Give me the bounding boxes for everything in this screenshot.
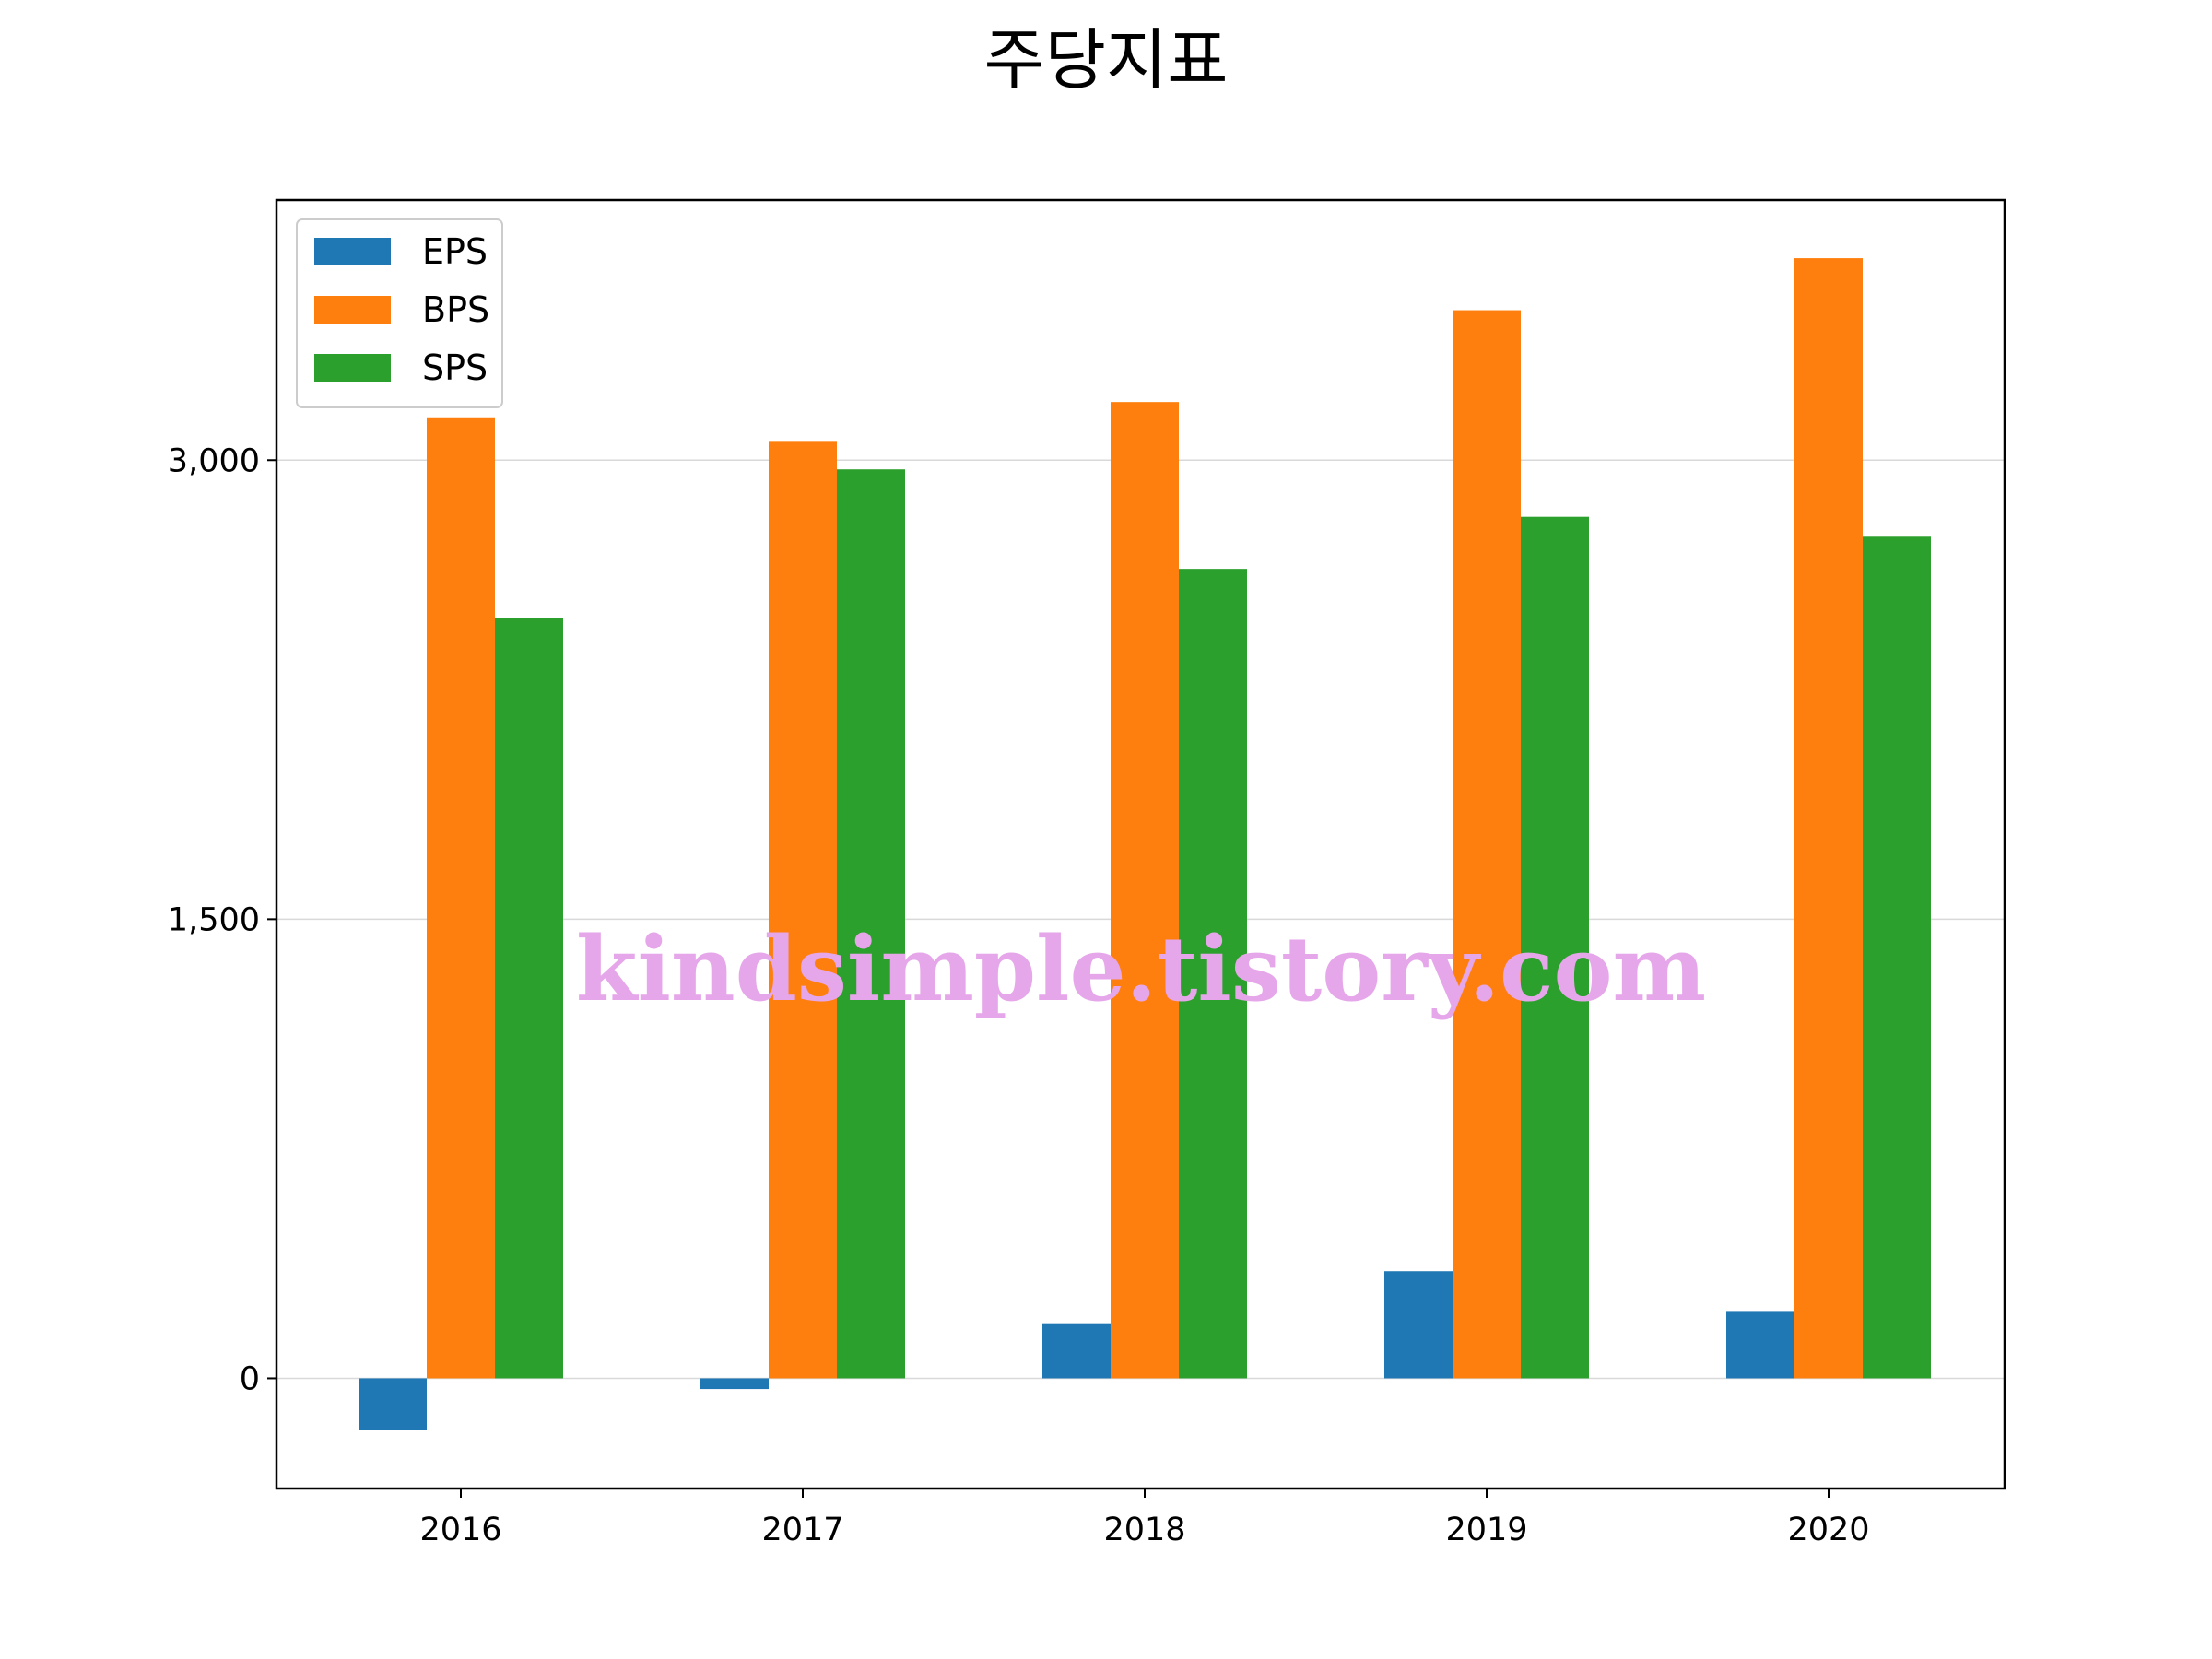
bar-sps-2020 [1863, 536, 1931, 1379]
bar-sps-2016 [495, 618, 563, 1379]
legend-label-eps: EPS [422, 231, 488, 272]
legend-swatch-eps [314, 238, 391, 265]
bars [359, 258, 1931, 1430]
bar-bps-2020 [1794, 258, 1863, 1379]
bar-eps-2020 [1726, 1311, 1794, 1379]
y-tick-label: 3,000 [168, 442, 260, 479]
x-tick-label: 2017 [761, 1512, 843, 1548]
plot-frame [275, 198, 2006, 1490]
x-axis-ticks: 2016 2017 2018 2019 2020 [419, 1488, 1870, 1548]
y-tick-label: 1,500 [168, 901, 260, 938]
x-tick-label: 2019 [1445, 1512, 1527, 1548]
watermark-text: kindsimple.tistory.com [576, 917, 1706, 1021]
bar-sps-2018 [1179, 569, 1247, 1379]
x-tick-label: 2018 [1103, 1512, 1185, 1548]
y-axis-ticks: 0 1,500 3,000 [168, 442, 276, 1397]
bar-eps-2017 [700, 1378, 769, 1390]
bar-eps-2019 [1384, 1271, 1453, 1379]
legend-label-bps: BPS [422, 289, 489, 330]
bar-eps-2018 [1042, 1323, 1111, 1379]
bar-bps-2018 [1111, 402, 1179, 1379]
x-tick-label: 2020 [1787, 1512, 1869, 1548]
y-tick-label: 0 [240, 1360, 260, 1397]
bar-sps-2017 [837, 469, 905, 1379]
chart-title: 주당지표 [984, 21, 1229, 99]
legend-label-sps: SPS [422, 347, 488, 388]
legend: EPS BPS SPS [296, 218, 503, 408]
bar-eps-2016 [359, 1378, 427, 1430]
bar-bps-2019 [1453, 310, 1521, 1379]
bar-bps-2017 [769, 441, 837, 1379]
legend-swatch-bps [314, 296, 391, 324]
bar-sps-2019 [1521, 516, 1589, 1379]
bar-bps-2016 [427, 417, 495, 1379]
legend-swatch-sps [314, 354, 391, 382]
x-tick-label: 2016 [419, 1512, 501, 1548]
